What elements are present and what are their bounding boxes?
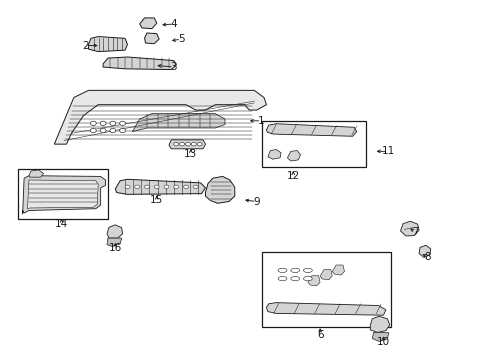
Polygon shape — [418, 245, 430, 257]
Text: 8: 8 — [423, 252, 430, 262]
Text: 10: 10 — [376, 337, 389, 347]
Polygon shape — [140, 18, 157, 29]
Polygon shape — [27, 180, 98, 209]
Circle shape — [179, 142, 184, 146]
Text: 16: 16 — [108, 243, 122, 253]
Bar — [18, 169, 108, 220]
Text: 5: 5 — [178, 34, 184, 44]
Ellipse shape — [278, 268, 286, 273]
Polygon shape — [107, 238, 122, 246]
Ellipse shape — [278, 276, 286, 281]
Circle shape — [90, 129, 96, 133]
Polygon shape — [107, 225, 122, 238]
Text: 3: 3 — [170, 62, 177, 72]
Circle shape — [135, 185, 140, 189]
Circle shape — [120, 121, 125, 126]
Ellipse shape — [303, 276, 312, 281]
Circle shape — [110, 121, 116, 126]
Polygon shape — [267, 149, 281, 159]
Text: 11: 11 — [381, 146, 394, 156]
Polygon shape — [320, 270, 331, 280]
Text: 6: 6 — [316, 330, 323, 340]
Polygon shape — [168, 140, 205, 149]
Text: 2: 2 — [82, 41, 89, 50]
Circle shape — [197, 142, 202, 146]
Circle shape — [163, 185, 168, 189]
Text: 12: 12 — [286, 171, 299, 181]
Circle shape — [125, 185, 130, 189]
Circle shape — [100, 129, 106, 133]
Polygon shape — [132, 114, 224, 132]
Polygon shape — [205, 176, 234, 203]
Circle shape — [173, 185, 178, 189]
Text: 7: 7 — [411, 227, 418, 237]
Polygon shape — [88, 37, 127, 51]
Ellipse shape — [290, 276, 299, 281]
Circle shape — [154, 185, 159, 189]
Ellipse shape — [290, 268, 299, 273]
Polygon shape — [144, 33, 159, 44]
Polygon shape — [369, 316, 389, 332]
Text: 15: 15 — [150, 195, 163, 205]
Circle shape — [120, 129, 125, 133]
Bar — [261, 252, 390, 327]
Circle shape — [110, 129, 116, 133]
Circle shape — [173, 142, 178, 146]
Polygon shape — [29, 170, 43, 177]
Text: 4: 4 — [170, 19, 177, 29]
Polygon shape — [115, 179, 205, 194]
Polygon shape — [22, 176, 105, 214]
Bar — [261, 121, 366, 167]
Circle shape — [90, 121, 96, 126]
Circle shape — [191, 142, 196, 146]
Ellipse shape — [303, 268, 312, 273]
Circle shape — [185, 142, 190, 146]
Polygon shape — [103, 57, 176, 69]
Text: 13: 13 — [184, 149, 197, 159]
Circle shape — [144, 185, 149, 189]
Polygon shape — [266, 303, 385, 315]
Text: 1: 1 — [258, 116, 264, 126]
Polygon shape — [371, 332, 388, 341]
Text: 14: 14 — [55, 219, 68, 229]
Polygon shape — [287, 150, 300, 161]
Text: 9: 9 — [253, 197, 260, 207]
Circle shape — [100, 121, 106, 126]
Polygon shape — [266, 124, 356, 136]
Polygon shape — [54, 90, 266, 144]
Circle shape — [193, 185, 198, 189]
Polygon shape — [400, 221, 418, 236]
Polygon shape — [331, 265, 344, 275]
Polygon shape — [307, 276, 320, 286]
Circle shape — [183, 185, 188, 189]
